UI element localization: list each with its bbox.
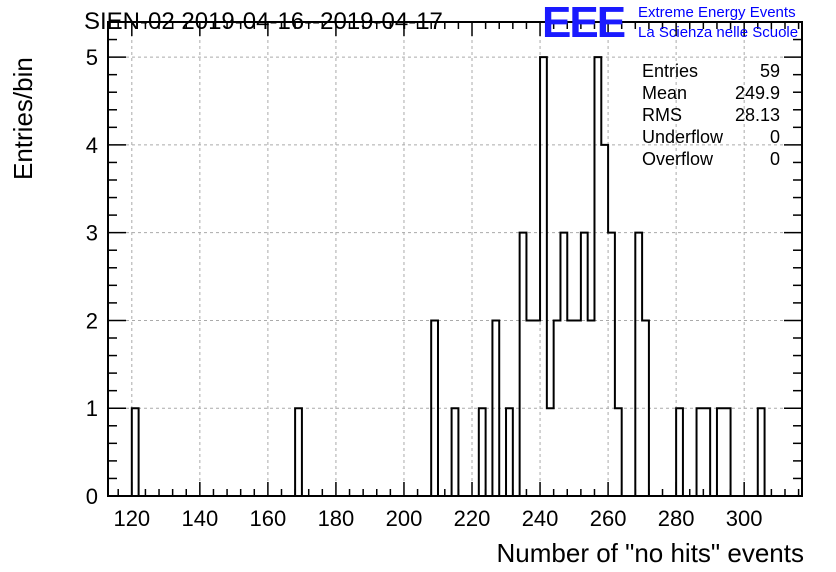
x-tick-label: 200 bbox=[386, 506, 423, 531]
x-tick-label: 120 bbox=[113, 506, 150, 531]
logo-mark: EEE bbox=[542, 0, 626, 47]
stat-label: Entries bbox=[642, 61, 699, 81]
logo-line-1: Extreme Energy Events bbox=[638, 4, 796, 21]
x-tick-label: 160 bbox=[250, 506, 287, 531]
x-tick-label: 300 bbox=[726, 506, 763, 531]
x-tick-label: 260 bbox=[590, 506, 627, 531]
histogram-bin bbox=[724, 408, 731, 496]
histogram-bin bbox=[615, 408, 622, 496]
histogram-bin bbox=[492, 320, 499, 496]
stat-label: RMS bbox=[642, 105, 682, 125]
histogram-bin bbox=[594, 57, 601, 496]
y-tick-label: 4 bbox=[86, 133, 98, 158]
stat-value: 59 bbox=[759, 61, 780, 81]
histogram-bin bbox=[533, 320, 540, 496]
histogram-bin bbox=[520, 233, 527, 496]
histogram-bin bbox=[717, 408, 724, 496]
x-tick-label: 180 bbox=[318, 506, 355, 531]
histogram-bin bbox=[452, 408, 459, 496]
histogram-bin bbox=[295, 408, 302, 496]
histogram-bin bbox=[574, 320, 581, 496]
stat-row-rms: RMS 28.13 bbox=[642, 104, 780, 126]
histogram-bin bbox=[567, 320, 574, 496]
histogram-bin bbox=[697, 408, 704, 496]
histogram-bin bbox=[526, 320, 533, 496]
histogram-bin bbox=[601, 145, 608, 496]
y-tick-label: 3 bbox=[86, 221, 98, 246]
stat-label: Underflow bbox=[642, 127, 724, 147]
stat-row-underflow: Underflow 0 bbox=[642, 126, 780, 148]
histogram-bin bbox=[479, 408, 486, 496]
histogram-bin bbox=[431, 320, 438, 496]
histogram-bin bbox=[588, 320, 595, 496]
stat-value: 249.9 bbox=[734, 83, 780, 103]
histogram-bin bbox=[758, 408, 765, 496]
histogram-outline bbox=[130, 56, 766, 496]
axes bbox=[107, 21, 803, 497]
y-tick-label: 0 bbox=[86, 484, 98, 509]
y-tick-label: 1 bbox=[86, 396, 98, 421]
histogram-bin bbox=[703, 408, 710, 496]
stat-row-overflow: Overflow 0 bbox=[642, 148, 780, 170]
histogram-bin bbox=[506, 408, 513, 496]
histogram-bin bbox=[540, 57, 547, 496]
y-tick-label: 5 bbox=[86, 45, 98, 70]
y-axis-label: Entries/bin bbox=[8, 57, 38, 180]
histogram-bin bbox=[635, 233, 642, 496]
histogram-bin bbox=[642, 320, 649, 496]
x-tick-label: 280 bbox=[658, 506, 695, 531]
y-tick-label: 2 bbox=[86, 308, 98, 333]
histogram-bin bbox=[676, 408, 683, 496]
stat-label: Mean bbox=[642, 83, 688, 103]
stat-row-entries: Entries 59 bbox=[642, 60, 780, 82]
histogram-bin bbox=[608, 233, 615, 496]
stat-value: 0 bbox=[769, 127, 780, 147]
x-tick-label: 240 bbox=[522, 506, 559, 531]
x-tick-label: 140 bbox=[181, 506, 218, 531]
logo-line-2: La Scienza nelle Scuole bbox=[638, 24, 799, 41]
x-axis-label: Number of "no hits" events bbox=[496, 538, 805, 568]
histogram-bin bbox=[554, 320, 561, 496]
histogram-bin bbox=[132, 408, 139, 496]
histogram-bin bbox=[560, 233, 567, 496]
stat-row-mean: Mean 249.9 bbox=[642, 82, 780, 104]
stat-value: 28.13 bbox=[734, 105, 780, 125]
x-tick-label: 220 bbox=[454, 506, 491, 531]
histogram-bin bbox=[547, 408, 554, 496]
stats-box: Entries 59 Mean 249.9 RMS 28.13 Underflo… bbox=[642, 60, 780, 170]
chart-title: SIEN-02 2019-04-16--2019-04-17 bbox=[84, 8, 443, 35]
stat-label: Overflow bbox=[642, 149, 714, 169]
plot-frame bbox=[107, 21, 803, 497]
stat-value: 0 bbox=[769, 149, 780, 169]
histogram-bin bbox=[581, 233, 588, 496]
tick-labels: 120 140 160 180 200 220 240 260 280 300 0 1 2 3 4 5 bbox=[86, 45, 763, 531]
